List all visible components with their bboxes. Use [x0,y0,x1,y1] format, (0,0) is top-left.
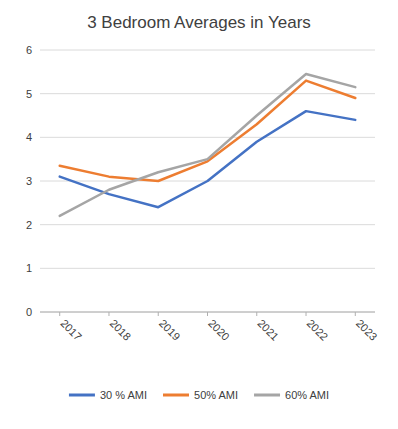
title: 3 Bedroom Averages in Years [87,13,311,32]
grid-line [40,268,375,269]
x-tick [256,312,257,316]
x-tick-label: 2023 [354,317,380,343]
x-tick-label: 2018 [108,317,134,343]
x-tick-label: 2020 [206,317,232,343]
y-tick-label: 1 [26,262,32,274]
legend-item: 30 % AMI [69,389,147,401]
series-group [60,74,356,216]
grid-line [40,137,375,138]
legend-label: 60% AMI [285,389,329,401]
legend-label: 30 % AMI [100,389,147,401]
grid-line [40,224,375,225]
legend-item: 60% AMI [254,389,329,401]
x-tick-label: 2019 [157,317,183,343]
legend-swatch [69,394,95,397]
legend-item: 50% AMI [163,389,238,401]
x-tick [108,312,109,316]
series-line [60,81,356,181]
y-tick-label: 6 [26,44,32,56]
legend-swatch [163,394,189,397]
x-tick [306,312,307,316]
y-tick-label: 5 [26,88,32,100]
legend: 30 % AMI 50% AMI 60% AMI [69,389,329,401]
x-tick-label: 2017 [58,317,84,343]
grid-line [40,93,375,94]
x-tick [207,312,208,316]
x-tick [59,312,60,316]
grid-line [40,50,375,51]
legend-label: 50% AMI [194,389,238,401]
legend-swatch [254,394,280,397]
x-tick [158,312,159,316]
grid [40,50,375,312]
y-tick-label: 0 [26,306,32,318]
series-line [60,74,356,216]
y-tick-label: 3 [26,175,32,187]
x-tick-label: 2021 [255,317,281,343]
x-tick [355,312,356,316]
x-tick-label: 2022 [305,317,331,343]
chart: 3 Bedroom Averages in Years 0 1 2 3 4 5 6 2017 20… [0,0,398,429]
y-tick-label: 2 [26,219,32,231]
y-tick-label: 4 [26,131,32,143]
